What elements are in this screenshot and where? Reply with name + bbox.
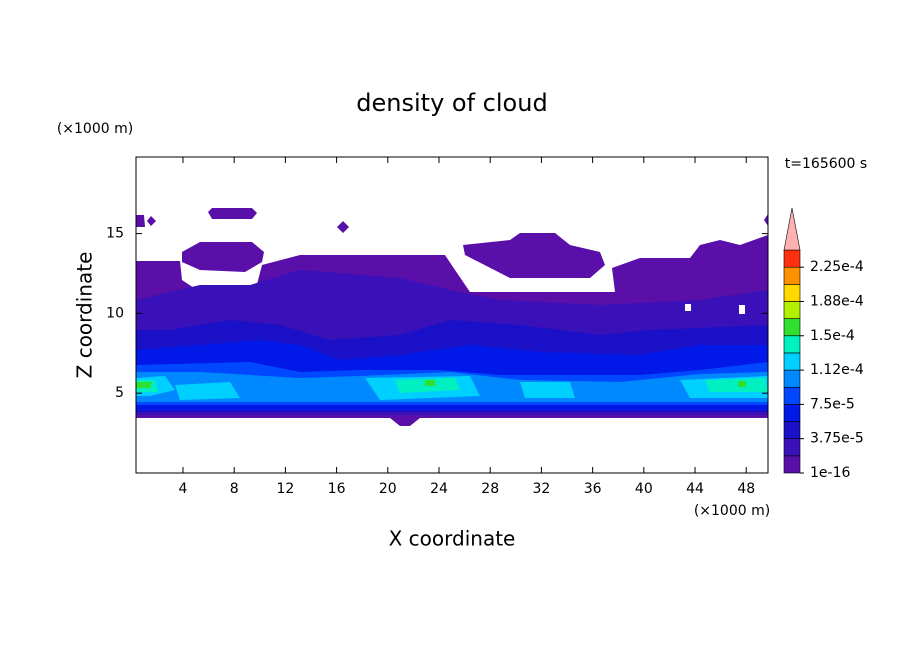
plot-frame — [135, 156, 769, 474]
colorbar-tick-label: 1.12e-4 — [810, 362, 864, 378]
annotation: t=165600 s — [785, 156, 867, 172]
colorbar-band — [783, 249, 801, 268]
x-tick-label: 32 — [533, 481, 551, 497]
x-unit: (×1000 m) — [694, 503, 770, 519]
colorbar-band — [783, 284, 801, 302]
y-unit: (×1000 m) — [57, 121, 133, 137]
colorbar-extend — [783, 207, 801, 251]
colorbar-band — [783, 404, 801, 422]
contour-band — [182, 242, 264, 272]
y-axis-label: Z coordinate — [73, 252, 97, 379]
colorbar-tick-label: 2.25e-4 — [810, 259, 864, 275]
chart-title: density of cloud — [356, 89, 547, 117]
colorbar-band — [783, 301, 801, 319]
colorbar-band — [783, 421, 801, 439]
x-tick-label: 4 — [179, 481, 188, 497]
gap — [685, 304, 691, 311]
x-tick-label: 12 — [276, 481, 294, 497]
colorbar-band — [783, 266, 801, 285]
colorbar-tick-label: 1e-16 — [810, 465, 850, 481]
x-tick-label: 20 — [379, 481, 397, 497]
x-axis-label: X coordinate — [389, 527, 516, 551]
x-tick-label: 24 — [430, 481, 448, 497]
contour-band — [208, 208, 257, 219]
colorbar-band — [783, 386, 801, 405]
colorbar-band — [783, 352, 801, 371]
x-tick-label: 40 — [635, 481, 653, 497]
colorbar-band — [783, 438, 801, 457]
x-tick-label: 8 — [230, 481, 239, 497]
y-tick-label: 5 — [115, 385, 124, 401]
y-tick-label: 10 — [106, 305, 124, 321]
contour-band — [136, 378, 768, 393]
x-tick-label: 28 — [481, 481, 499, 497]
x-tick-label: 48 — [737, 481, 755, 497]
contour-field — [136, 208, 768, 426]
x-tick-label: 44 — [686, 481, 704, 497]
x-tick-label: 36 — [584, 481, 602, 497]
colorbar-band — [783, 318, 801, 337]
colorbar-band — [783, 455, 801, 474]
colorbar-band — [783, 369, 801, 388]
colorbar-tick-label: 3.75e-5 — [810, 431, 864, 447]
colorbar-tick-label: 1.88e-4 — [810, 293, 864, 309]
gap — [739, 305, 745, 314]
y-tick-label: 15 — [106, 226, 124, 242]
contour-band — [463, 233, 605, 278]
x-tick-label: 16 — [328, 481, 346, 497]
colorbar-tick-label: 7.5e-5 — [810, 396, 855, 412]
colorbar-band — [783, 335, 801, 354]
colorbar-tick-label: 1.5e-4 — [810, 328, 855, 344]
